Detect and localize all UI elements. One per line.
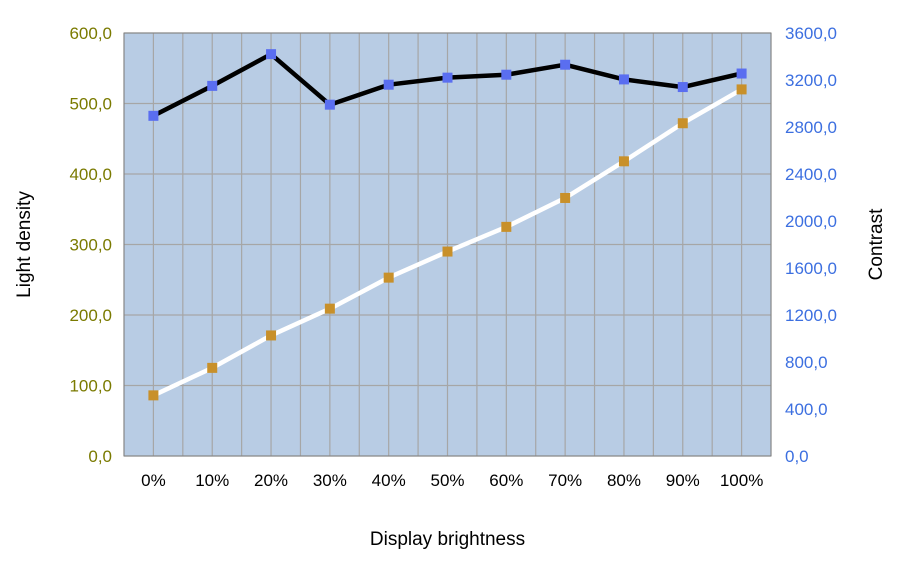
right-tick-label: 0,0 [785,447,809,466]
x-tick-label: 80% [607,471,641,490]
series-2-point [618,74,629,85]
series-2-point [383,79,394,90]
series-2-point [442,72,453,83]
series-2-point [207,80,218,91]
left-tick-label: 500,0 [69,95,112,114]
series-1-point [383,272,394,283]
left-tick-label: 300,0 [69,236,112,255]
series-2-point [501,69,512,80]
series-1-point [148,390,159,401]
right-tick-label: 3200,0 [785,71,837,90]
series-2-point [324,99,335,110]
x-tick-label: 40% [372,471,406,490]
series-1-point [442,246,453,257]
left-tick-label: 600,0 [69,24,112,43]
x-tick-label: 100% [720,471,763,490]
series-1-point [207,362,218,373]
left-tick-label: 0,0 [88,447,112,466]
left-tick-label: 400,0 [69,165,112,184]
x-tick-label: 30% [313,471,347,490]
x-axis-ticks: 0% 10% 20% 30% 40% 50% 60% 70% 80% 90% 100% [141,471,763,490]
left-axis-title: Light density [14,191,35,298]
series-1-point [266,330,277,341]
series-1-point [501,221,512,232]
series-1-point [560,192,571,203]
left-tick-label: 100,0 [69,377,112,396]
series-2-point [736,68,747,79]
x-tick-label: 10% [195,471,229,490]
x-axis-title: Display brightness [370,529,525,550]
series-1-point [677,118,688,129]
left-tick-label: 200,0 [69,306,112,325]
x-tick-label: 20% [254,471,288,490]
right-tick-label: 400,0 [785,400,828,419]
series-1-point [618,156,629,167]
right-tick-label: 2800,0 [785,118,837,137]
x-tick-label: 90% [666,471,700,490]
right-axis-title: Contrast [866,208,887,281]
gridlines [123,32,772,457]
x-tick-label: 0% [141,471,166,490]
x-tick-label: 50% [430,471,464,490]
x-tick-label: 70% [548,471,582,490]
right-tick-label: 2400,0 [785,165,837,184]
series-2-point [266,49,277,60]
left-axis-ticks: 0,0 100,0 200,0 300,0 400,0 500,0 600,0 [69,24,112,466]
series-2-point [148,110,159,121]
series-1-point [736,84,747,95]
series-2-point [560,59,571,70]
series-2-point [677,82,688,93]
right-tick-label: 3600,0 [785,24,837,43]
right-axis-ticks: 0,0 400,0 800,0 1200,0 1600,0 2000,0 2400,0 280… [785,24,837,466]
plot-border [123,32,772,457]
right-tick-label: 1200,0 [785,306,837,325]
x-tick-label: 60% [489,471,523,490]
right-tick-label: 2000,0 [785,212,837,231]
series-1-point [324,303,335,314]
series-layer [148,49,747,401]
right-tick-label: 800,0 [785,353,828,372]
right-tick-label: 1600,0 [785,259,837,278]
